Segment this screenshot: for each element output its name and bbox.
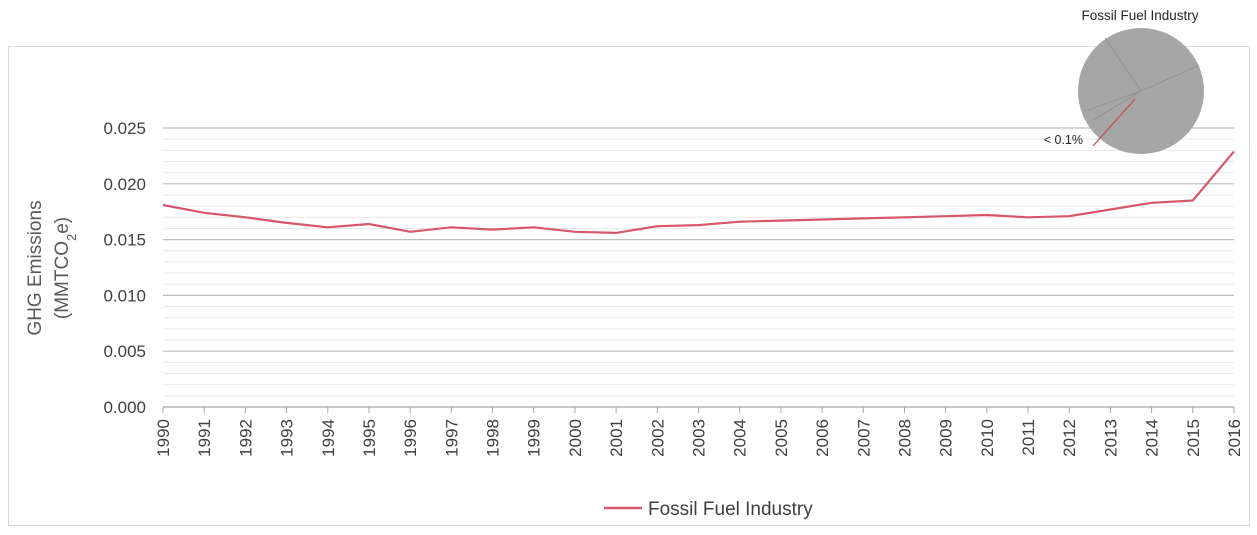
x-tick-label: 1993: [278, 419, 297, 457]
x-tick-label: 2000: [566, 419, 585, 457]
pie-slice-divider: [1092, 90, 1142, 121]
y-tick-label: 0.010: [103, 286, 146, 305]
legend-label: Fossil Fuel Industry: [648, 499, 813, 520]
y-axis-label-line2: (MMTCO2e): [52, 217, 79, 319]
y-tick-label: 0.015: [103, 231, 146, 250]
y-axis-label-line1: GHG Emissions: [25, 200, 46, 335]
x-axis-tick-marks: [162, 407, 1235, 413]
pie-slice-divider: [1084, 90, 1142, 112]
series-line-fossil-fuel-industry: [162, 150, 1235, 234]
x-tick-label: 2007: [854, 419, 873, 457]
x-tick-label: 1992: [236, 419, 255, 457]
x-tick-label: 2005: [772, 419, 791, 457]
pie-slice-divider: [1104, 37, 1142, 92]
x-tick-label: 2014: [1143, 419, 1162, 457]
x-tick-label: 2015: [1184, 419, 1203, 457]
x-tick-label: 2013: [1101, 419, 1120, 457]
pie-slice-divider: [1140, 65, 1199, 92]
y-tick-label: 0.000: [103, 398, 146, 417]
x-tick-label: 1999: [525, 419, 544, 457]
y-tick-label: 0.025: [103, 119, 146, 138]
major-gridlines: [163, 127, 1234, 352]
x-tick-label: 2003: [690, 419, 709, 457]
legend: Fossil Fuel Industry: [604, 499, 813, 520]
x-tick-label: 1997: [442, 419, 461, 457]
x-tick-label: 2011: [1019, 419, 1038, 456]
x-tick-label: 1995: [360, 419, 379, 457]
chart-frame: [8, 46, 1250, 526]
x-tick-label: 2004: [731, 419, 750, 457]
x-axis-tick-labels: 1990 1991 1992 1993 1994 1995 1996 1997 1998 1999…: [154, 419, 1244, 457]
y-tick-label: 0.005: [103, 342, 146, 361]
x-tick-label: 1990: [154, 419, 173, 457]
x-tick-label: 2010: [978, 419, 997, 457]
x-tick-label: 2001: [607, 419, 626, 457]
x-tick-label: 2016: [1225, 419, 1244, 457]
pie-highlight-label: < 0.1%: [1044, 133, 1083, 147]
x-tick-label: 2002: [648, 419, 667, 457]
x-tick-label: 2008: [895, 419, 914, 457]
y-tick-label: 0.020: [103, 175, 146, 194]
minor-gridlines: [163, 138, 1234, 397]
x-tick-label: 2012: [1060, 419, 1079, 457]
x-tick-label: 1998: [484, 419, 503, 457]
pie-title: Fossil Fuel Industry: [1081, 8, 1198, 23]
pie-chart: Fossil Fuel Industry < 0.1%: [1044, 8, 1204, 154]
x-tick-label: 1991: [195, 419, 214, 457]
x-tick-label: 1994: [319, 419, 338, 457]
pie-highlight-leader-line: [1092, 98, 1136, 147]
y-axis-tick-labels: 0.000 0.005 0.010 0.015 0.020 0.025: [103, 119, 146, 417]
x-tick-label: 2009: [937, 419, 956, 457]
x-tick-label: 1996: [401, 419, 420, 457]
x-tick-label: 2006: [813, 419, 832, 457]
